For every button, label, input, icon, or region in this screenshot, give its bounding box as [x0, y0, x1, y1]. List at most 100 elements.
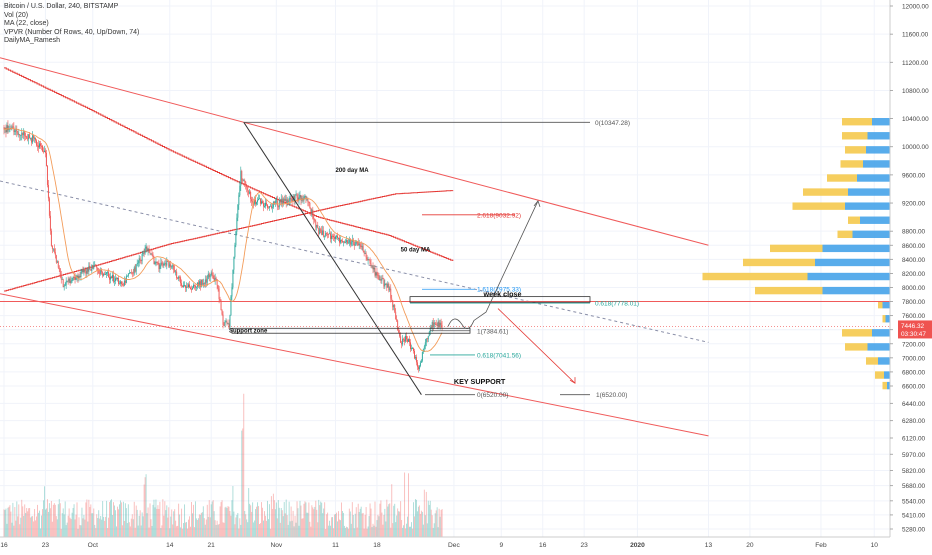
- candle-body: [416, 362, 418, 367]
- volume-bar: [169, 528, 171, 537]
- volume-bar: [235, 517, 237, 537]
- volume-bar: [191, 502, 192, 537]
- volume-bar: [207, 516, 209, 537]
- volume-bar: [143, 484, 145, 537]
- candle-body: [171, 266, 173, 268]
- volume-bar: [144, 477, 146, 537]
- volume-bar: [224, 507, 226, 537]
- fib-level-label: 1(7384.61): [477, 328, 508, 335]
- volume-bar: [51, 521, 53, 537]
- candle-body: [129, 272, 131, 274]
- volume-bar: [298, 525, 300, 537]
- candle-body: [272, 201, 274, 208]
- candle-body: [79, 276, 81, 278]
- vpvr-down-bar: [837, 230, 853, 239]
- candle-body: [82, 269, 84, 273]
- volume-bar: [430, 509, 432, 537]
- volume-bar: [45, 508, 47, 537]
- volume-bar: [174, 509, 176, 537]
- volume-bar: [49, 508, 51, 537]
- candle-body: [377, 275, 379, 277]
- candle-body: [351, 239, 353, 243]
- volume-bar: [117, 506, 118, 537]
- candle-body: [64, 285, 66, 287]
- drawings: 0(10347.28) 2.618(9032.92) 1.618(7975.33) 0…: [231, 120, 639, 399]
- candle-body: [374, 267, 376, 276]
- vpvr-down-bar: [842, 118, 872, 126]
- volume-bar: [433, 523, 435, 537]
- volume-bar: [198, 514, 200, 537]
- volume-bar: [87, 521, 89, 537]
- candle-body: [121, 283, 123, 285]
- candle-body: [67, 280, 69, 282]
- candle-body: [133, 267, 135, 274]
- volume-bar: [230, 515, 232, 537]
- candle-body: [192, 284, 194, 288]
- volume-bar: [425, 491, 427, 537]
- candle-body: [332, 235, 334, 237]
- volume-bar: [48, 503, 50, 537]
- time-tick-label: Nov: [270, 542, 282, 549]
- volume-bar: [214, 520, 216, 537]
- volume-bar: [188, 519, 189, 537]
- candle-body: [230, 296, 232, 316]
- candle-body: [225, 321, 227, 323]
- ma-200-day-line: [4, 190, 454, 292]
- volume-bar: [284, 513, 286, 537]
- volume-bar: [150, 519, 152, 537]
- candle-body: [227, 323, 229, 325]
- volume-bar: [25, 512, 27, 537]
- candle-body: [165, 263, 167, 266]
- volume-bar: [41, 515, 42, 537]
- ma-50-day-line: [4, 67, 454, 261]
- volume-bar: [407, 516, 408, 537]
- volume-bar: [408, 473, 409, 537]
- fib-level-label: 0(10347.28): [595, 120, 630, 127]
- volume-bar: [290, 506, 292, 537]
- candle-body: [20, 135, 22, 136]
- volume-bar: [331, 517, 333, 537]
- candle-body: [145, 246, 147, 249]
- vpvr-down-bar: [848, 216, 860, 224]
- volume-bar: [288, 501, 290, 537]
- candle-body: [144, 248, 146, 254]
- candle-body: [66, 280, 68, 282]
- candle-body: [268, 206, 270, 208]
- volume-bar: [327, 512, 329, 537]
- volume-bar: [136, 509, 138, 537]
- volume-bar: [347, 528, 349, 537]
- volume-bar: [321, 502, 323, 537]
- candle-body: [382, 278, 384, 280]
- volume-bar: [390, 527, 392, 537]
- volume-bar: [219, 506, 221, 537]
- candle-body: [170, 264, 172, 268]
- volume-bar: [35, 520, 37, 537]
- volume-bar: [306, 512, 308, 537]
- fib-level-label: 0(6520.00): [477, 392, 508, 399]
- volume-bar: [402, 527, 404, 537]
- volume-bar: [58, 499, 60, 537]
- price-tick-label: 9600.00: [902, 172, 926, 179]
- grid-lines: [0, 0, 890, 537]
- volume-bar: [335, 513, 336, 537]
- candle-body: [70, 280, 72, 283]
- volume-bar: [355, 507, 357, 537]
- candle-body: [164, 263, 166, 264]
- candle-body: [168, 261, 170, 267]
- candle-body: [346, 240, 348, 244]
- candle-body: [417, 366, 419, 370]
- candle-body: [220, 300, 222, 311]
- candle-body: [251, 199, 253, 202]
- volume-bar: [197, 518, 199, 537]
- candle-body: [65, 281, 67, 286]
- candle-body: [224, 321, 226, 326]
- candle-body: [60, 275, 62, 280]
- volume-bar: [149, 503, 151, 537]
- candle-body: [107, 271, 109, 273]
- candle-body: [136, 263, 138, 265]
- candle-body: [277, 205, 279, 208]
- candle-body: [38, 145, 39, 148]
- candle-body: [401, 342, 403, 345]
